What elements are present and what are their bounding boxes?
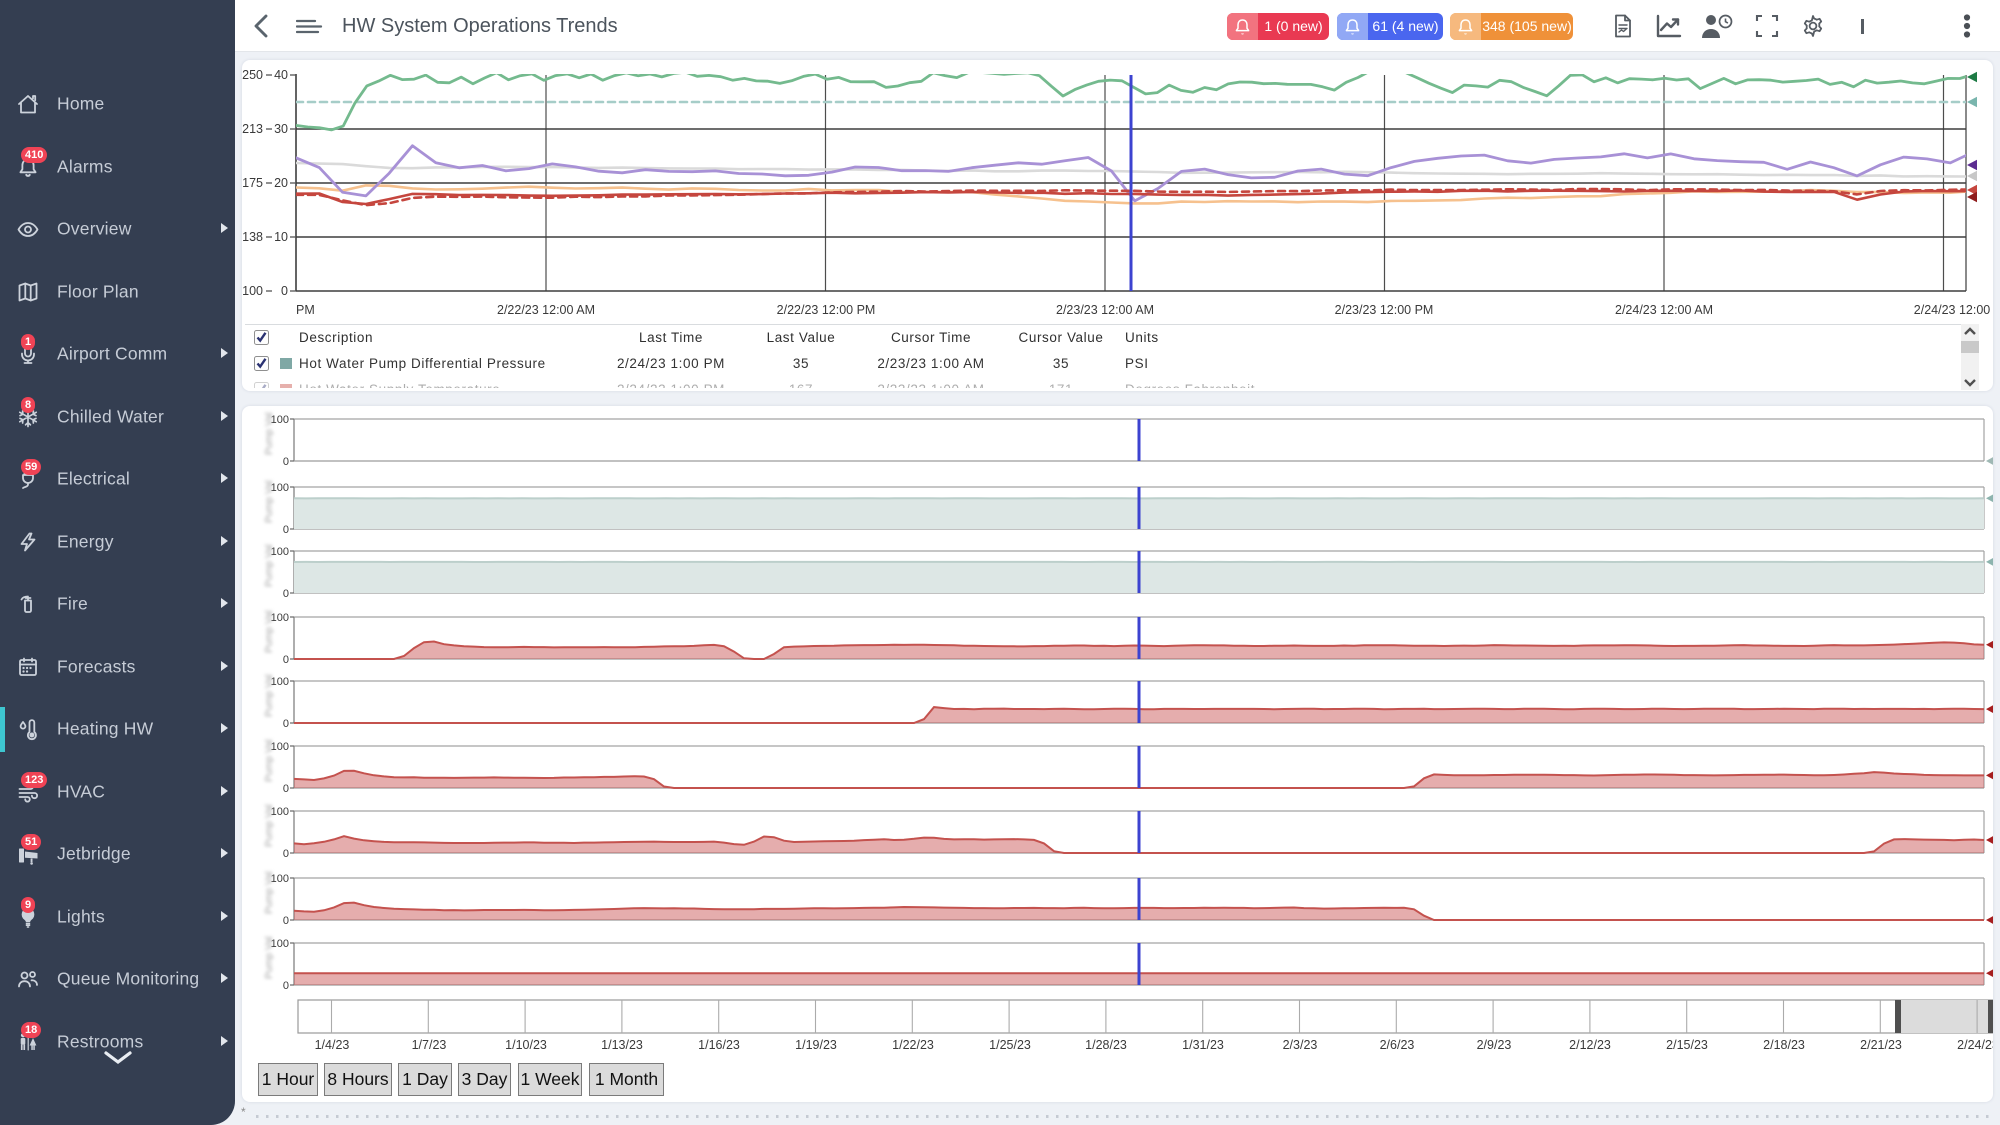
svg-text:Pump Val: Pump Val <box>264 804 275 847</box>
svg-text:0: 0 <box>283 980 289 992</box>
svg-text:100: 100 <box>271 612 289 624</box>
svg-text:20: 20 <box>274 176 288 190</box>
svg-text:Pump Val: Pump Val <box>264 739 275 782</box>
svg-text:40: 40 <box>274 68 288 82</box>
svg-text:100: 100 <box>271 938 289 950</box>
svg-text:1/10/23: 1/10/23 <box>505 1038 547 1052</box>
svg-text:2/24/23 12:00 AM: 2/24/23 12:00 AM <box>1615 303 1713 317</box>
svg-text:100: 100 <box>271 482 289 494</box>
svg-text:2/15/23: 2/15/23 <box>1666 1038 1708 1052</box>
svg-text:1/19/23: 1/19/23 <box>795 1038 837 1052</box>
svg-text:2/23/23 12:00 PM: 2/23/23 12:00 PM <box>1335 303 1434 317</box>
svg-text:250: 250 <box>242 68 263 82</box>
svg-text:Pump Val: Pump Val <box>264 610 275 653</box>
svg-text:0: 0 <box>283 783 289 795</box>
svg-text:2/9/23: 2/9/23 <box>1477 1038 1512 1052</box>
svg-text:100: 100 <box>242 284 263 298</box>
svg-text:138: 138 <box>242 230 263 244</box>
svg-text:0: 0 <box>283 588 289 600</box>
svg-text:Pump Val: Pump Val <box>264 480 275 523</box>
svg-text:2/22/23 12:00 PM: 2/22/23 12:00 PM <box>777 303 876 317</box>
svg-text:2/12/23: 2/12/23 <box>1569 1038 1611 1052</box>
svg-text:0: 0 <box>283 718 289 730</box>
svg-text:0: 0 <box>283 848 289 860</box>
svg-text:1/7/23: 1/7/23 <box>412 1038 447 1052</box>
svg-text:0: 0 <box>283 915 289 927</box>
svg-text:Pump Val: Pump Val <box>264 871 275 914</box>
svg-text:213: 213 <box>242 122 263 136</box>
svg-text:100: 100 <box>271 546 289 558</box>
svg-text:Pump Val: Pump Val <box>264 544 275 587</box>
svg-text:10: 10 <box>274 230 288 244</box>
svg-text:1/31/23: 1/31/23 <box>1182 1038 1224 1052</box>
svg-text:Pump Val: Pump Val <box>264 936 275 979</box>
svg-text:0: 0 <box>283 654 289 666</box>
svg-text:Pump Val: Pump Val <box>264 412 275 455</box>
svg-text:30: 30 <box>274 122 288 136</box>
svg-text:PM: PM <box>296 303 315 317</box>
svg-text:2/24/23 12:00: 2/24/23 12:00 <box>1914 303 1991 317</box>
svg-text:100: 100 <box>271 873 289 885</box>
svg-text:175: 175 <box>242 176 263 190</box>
svg-text:1/13/23: 1/13/23 <box>601 1038 643 1052</box>
svg-text:1/28/23: 1/28/23 <box>1085 1038 1127 1052</box>
svg-text:100: 100 <box>271 741 289 753</box>
svg-text:2/23/23 12:00 AM: 2/23/23 12:00 AM <box>1056 303 1154 317</box>
svg-text:100: 100 <box>271 414 289 426</box>
svg-text:1/22/23: 1/22/23 <box>892 1038 934 1052</box>
svg-text:1/4/23: 1/4/23 <box>315 1038 350 1052</box>
svg-text:0: 0 <box>283 456 289 468</box>
svg-text:2/6/23: 2/6/23 <box>1380 1038 1415 1052</box>
svg-text:2/18/23: 2/18/23 <box>1763 1038 1805 1052</box>
svg-text:1/16/23: 1/16/23 <box>698 1038 740 1052</box>
svg-text:100: 100 <box>271 676 289 688</box>
svg-text:100: 100 <box>271 806 289 818</box>
svg-text:2/24/23: 2/24/23 <box>1957 1038 1993 1052</box>
svg-text:2/22/23 12:00 AM: 2/22/23 12:00 AM <box>497 303 595 317</box>
svg-text:2/21/23: 2/21/23 <box>1860 1038 1902 1052</box>
svg-text:Pump Val: Pump Val <box>264 674 275 717</box>
svg-text:1/25/23: 1/25/23 <box>989 1038 1031 1052</box>
svg-text:0: 0 <box>281 284 288 298</box>
svg-text:0: 0 <box>283 524 289 536</box>
svg-text:2/3/23: 2/3/23 <box>1283 1038 1318 1052</box>
